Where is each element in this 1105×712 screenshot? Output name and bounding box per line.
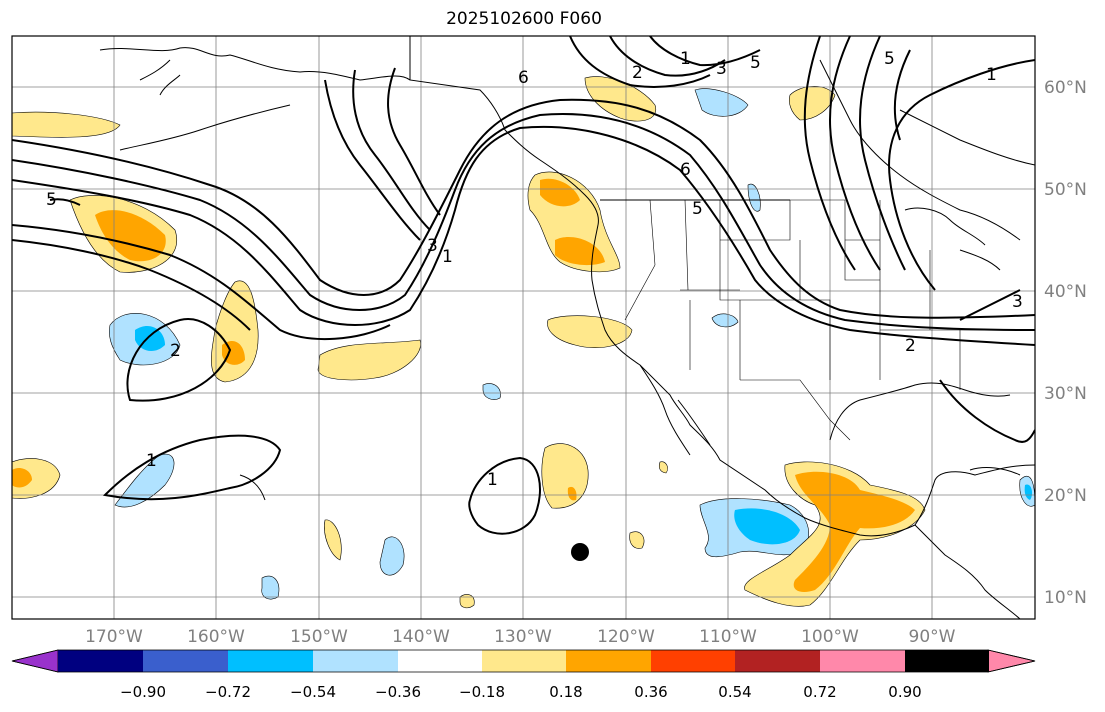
lon-label: 90°W <box>909 627 956 647</box>
longitude-labels: 170°W 160°W 150°W 140°W 130°W 120°W 110°… <box>85 627 956 647</box>
lat-label: 10°N <box>1044 588 1087 608</box>
lat-label: 40°N <box>1044 282 1087 302</box>
contour-label-9: 3 <box>716 59 727 79</box>
colorbar-segment <box>905 650 989 672</box>
colorbar-tick-label: 0.36 <box>634 683 667 701</box>
anomaly-shading <box>12 76 1035 609</box>
colorbar-segment <box>313 650 399 672</box>
lon-label: 120°W <box>597 627 655 647</box>
contour-label-5: 6 <box>518 68 529 88</box>
contour-label-group: 5 2 1 3 1 6 6 5 1 3 5 2 1 2 5 1 3 <box>46 49 1023 490</box>
colorbar-tick-label: −0.18 <box>459 683 505 701</box>
contour-label-1: 2 <box>170 341 181 361</box>
contour-label-12: 1 <box>487 470 498 490</box>
colorbar-tick-label: −0.36 <box>375 683 421 701</box>
map-frame <box>11 35 1036 620</box>
colorbar-segment <box>820 650 906 672</box>
lon-label: 130°W <box>494 627 552 647</box>
colorbar-extend-high <box>987 649 1036 673</box>
contour-label-4: 1 <box>442 247 453 267</box>
lon-label: 110°W <box>699 627 757 647</box>
colorbar-tick-label: 0.72 <box>803 683 836 701</box>
lon-label: 160°W <box>187 627 245 647</box>
gridlines <box>12 36 1035 619</box>
colorbar-tick-label: −0.54 <box>290 683 336 701</box>
colorbar-tick-label: 0.18 <box>549 683 582 701</box>
colorbar: −0.90 −0.72 −0.54 −0.36 −0.18 0.18 0.36 … <box>11 649 1036 701</box>
colorbar-segment <box>735 650 821 672</box>
contour-label-6: 6 <box>680 160 691 180</box>
colorbar-segment <box>398 650 484 672</box>
colorbar-segment <box>482 650 568 672</box>
lat-label: 50°N <box>1044 180 1087 200</box>
contour-label-15: 1 <box>986 65 997 85</box>
colorbar-extend-low <box>11 649 59 673</box>
contour-label-10: 5 <box>750 53 761 73</box>
coastlines <box>99 36 1035 619</box>
lat-label: 20°N <box>1044 486 1087 506</box>
lat-label: 30°N <box>1044 384 1087 404</box>
colorbar-tick-label: −0.90 <box>120 683 166 701</box>
contour-label-8: 1 <box>680 49 691 69</box>
lon-label: 140°W <box>392 627 450 647</box>
contour-label-13: 2 <box>905 336 916 356</box>
contour-label-0: 5 <box>46 190 57 210</box>
colorbar-segment <box>143 650 229 672</box>
station-marker <box>571 543 589 561</box>
lon-label: 150°W <box>290 627 348 647</box>
contour-label-16: 3 <box>1012 292 1023 312</box>
colorbar-tick-label: −0.72 <box>205 683 251 701</box>
lon-label: 170°W <box>85 627 143 647</box>
colorbar-tick-label: 0.90 <box>888 683 921 701</box>
colorbar-tick-label: 0.54 <box>718 683 751 701</box>
colorbar-segment <box>566 650 652 672</box>
contour-label-14: 5 <box>884 49 895 69</box>
lat-label: 60°N <box>1044 78 1087 98</box>
map-title: 2025102600 F060 <box>446 9 602 29</box>
contour-label-2: 1 <box>146 451 157 471</box>
colorbar-segment <box>651 650 737 672</box>
contour-label-7: 5 <box>692 199 703 219</box>
latitude-labels: 60°N 50°N 40°N 30°N 20°N 10°N <box>1044 78 1087 608</box>
colorbar-segment <box>228 650 314 672</box>
contour-label-3: 3 <box>427 236 438 256</box>
colorbar-segment <box>58 650 144 672</box>
lon-label: 100°W <box>801 627 859 647</box>
contour-label-11: 2 <box>632 63 643 83</box>
height-contours <box>12 36 1035 535</box>
